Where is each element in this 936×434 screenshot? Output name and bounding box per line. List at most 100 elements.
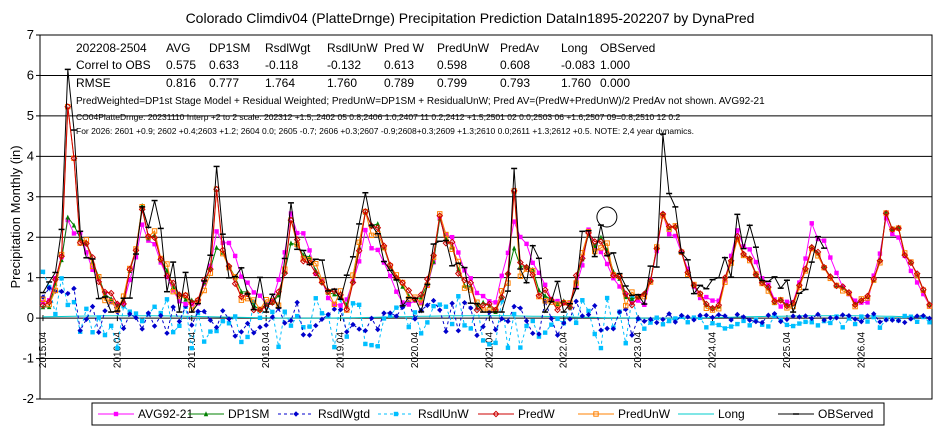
- point-dp1sm-40: [288, 240, 294, 246]
- point-predw-102: [671, 223, 679, 231]
- point-predw-72: [485, 300, 493, 308]
- point-rsdlunw-141: [914, 319, 920, 324]
- point-avg92-21-56: [387, 273, 393, 279]
- point-rsdlwgtd-26: [201, 308, 207, 315]
- series-long: [42, 315, 930, 319]
- point-avg92-21-77: [518, 234, 523, 240]
- point-dp1sm-81: [542, 293, 548, 298]
- point-avg92-21-46: [325, 295, 331, 301]
- point-predw-44: [312, 269, 320, 277]
- point-predw-106: [696, 290, 704, 297]
- point-predw-95: [628, 301, 636, 309]
- point-rsdlwgtd-17: [145, 310, 152, 316]
- point-predunw-90: [598, 245, 604, 251]
- line-rsdlunw: [42, 271, 930, 350]
- point-predw-21: [169, 279, 177, 287]
- point-predunw-66: [449, 246, 455, 253]
- point-rsdlwgtd-128: [833, 315, 840, 321]
- point-rsdlwgtd-78: [523, 318, 530, 324]
- point-rsdlunw-62: [425, 320, 430, 325]
- point-predw-108: [709, 304, 716, 312]
- point-rsdlunw-68: [462, 323, 467, 328]
- point-predunw-59: [406, 296, 412, 302]
- stats-cell-r1-c5: 0.613: [384, 58, 414, 72]
- point-predw-59: [405, 287, 413, 294]
- point-dp1sm-32: [239, 289, 244, 295]
- point-predw-11: [107, 289, 115, 297]
- point-rsdlunw-0: [40, 269, 46, 275]
- point-rsdlwgtd-88: [585, 311, 592, 318]
- legend-marker-rsdlunw: [393, 411, 399, 417]
- point-avg92-21-33: [245, 280, 250, 285]
- point-rsdlwgtd-66: [449, 300, 455, 307]
- point-predw-116: [758, 279, 766, 287]
- point-rsdlwgtd-69: [468, 305, 474, 311]
- point-rsdlwgtd-34: [251, 330, 257, 336]
- point-rsdlunw-28: [214, 328, 219, 334]
- point-avg92-21-127: [828, 255, 833, 260]
- point-predw-17: [144, 232, 152, 240]
- point-avg92-21-55: [381, 260, 387, 265]
- point-avg92-21-53: [369, 246, 374, 251]
- point-predw-2: [51, 276, 59, 284]
- y-tick-label-7: 7: [27, 27, 34, 42]
- point-rsdlwgtd-27: [207, 317, 214, 323]
- x-tick-label-2023.04: 2023.04: [633, 332, 644, 369]
- point-rsdlunw-35: [257, 315, 263, 321]
- point-rsdlwgtd-48: [337, 307, 344, 313]
- point-rsdlwgtd-41: [294, 299, 300, 306]
- point-rsdlwgtd-36: [263, 322, 269, 328]
- point-predw-94: [622, 290, 630, 298]
- point-rsdlunw-41: [294, 313, 300, 319]
- x-tick-label-2019.04: 2019.04: [336, 332, 347, 369]
- point-rsdlunw-94: [623, 341, 628, 346]
- point-predunw-47: [331, 301, 338, 308]
- point-predw-66: [448, 238, 456, 246]
- point-avg92-21-128: [834, 270, 839, 276]
- point-predw-89: [591, 238, 599, 245]
- point-predw-50: [349, 279, 357, 286]
- point-rsdlwgtd-80: [536, 331, 542, 337]
- point-rsdlwgtd-77: [517, 305, 524, 311]
- point-rsdlwgtd-98: [647, 316, 654, 322]
- point-predw-45: [318, 279, 326, 286]
- point-predunw-21: [170, 288, 176, 295]
- point-predw-9: [95, 278, 103, 286]
- point-rsdlwgtd-64: [437, 307, 443, 313]
- point-rsdlwgtd-35: [257, 324, 263, 330]
- point-avg92-21-70: [474, 290, 480, 296]
- point-avg92-21-83: [555, 298, 560, 304]
- stats-table: 202208-2504 AVG DP1SM RsdlWgt RsdlUnW Pred W P…: [76, 41, 655, 90]
- point-avg92-21-29: [220, 240, 225, 246]
- point-rsdlwgtd-21: [170, 304, 176, 310]
- line-long: [42, 315, 930, 319]
- point-rsdlwgtd-43: [306, 332, 313, 338]
- point-avg92-21-87: [580, 263, 585, 268]
- point-rsdlwgtd-73: [492, 327, 499, 333]
- stats-cell-r2-c0: RMSE: [76, 76, 111, 90]
- point-predunw-2: [52, 287, 59, 294]
- point-rsdlwgtd-3: [58, 288, 65, 295]
- point-avg92-21-49: [344, 297, 349, 302]
- point-rsdlwgtd-85: [567, 316, 573, 322]
- point-avg92-21-20: [164, 274, 170, 280]
- point-rsdlwgtd-76: [511, 303, 517, 310]
- point-rsdlwgtd-125: [815, 311, 821, 318]
- point-predw-42: [299, 257, 307, 265]
- stats-cell-r1-c6: 0.598: [437, 58, 467, 72]
- point-rsdlwgtd-106: [697, 312, 703, 319]
- point-rsdlunw-9: [96, 315, 101, 320]
- point-rsdlunw-131: [852, 321, 858, 327]
- stats-cell-r2-c7: 0.793: [500, 76, 530, 90]
- point-predw-76: [510, 187, 518, 195]
- legend-marker-predunw: [593, 411, 599, 417]
- point-avg92-21-125: [815, 236, 821, 242]
- point-dp1sm-114: [747, 255, 752, 261]
- point-predw-27: [206, 265, 214, 273]
- point-rsdlunw-100: [660, 322, 666, 327]
- point-avg92-21-79: [530, 260, 535, 266]
- point-rsdlwgtd-122: [796, 314, 803, 320]
- stats-cell-r1-c1: 0.575: [166, 58, 196, 72]
- series-rsdlwgtd: [40, 285, 933, 339]
- point-avg92-21-42: [301, 231, 306, 236]
